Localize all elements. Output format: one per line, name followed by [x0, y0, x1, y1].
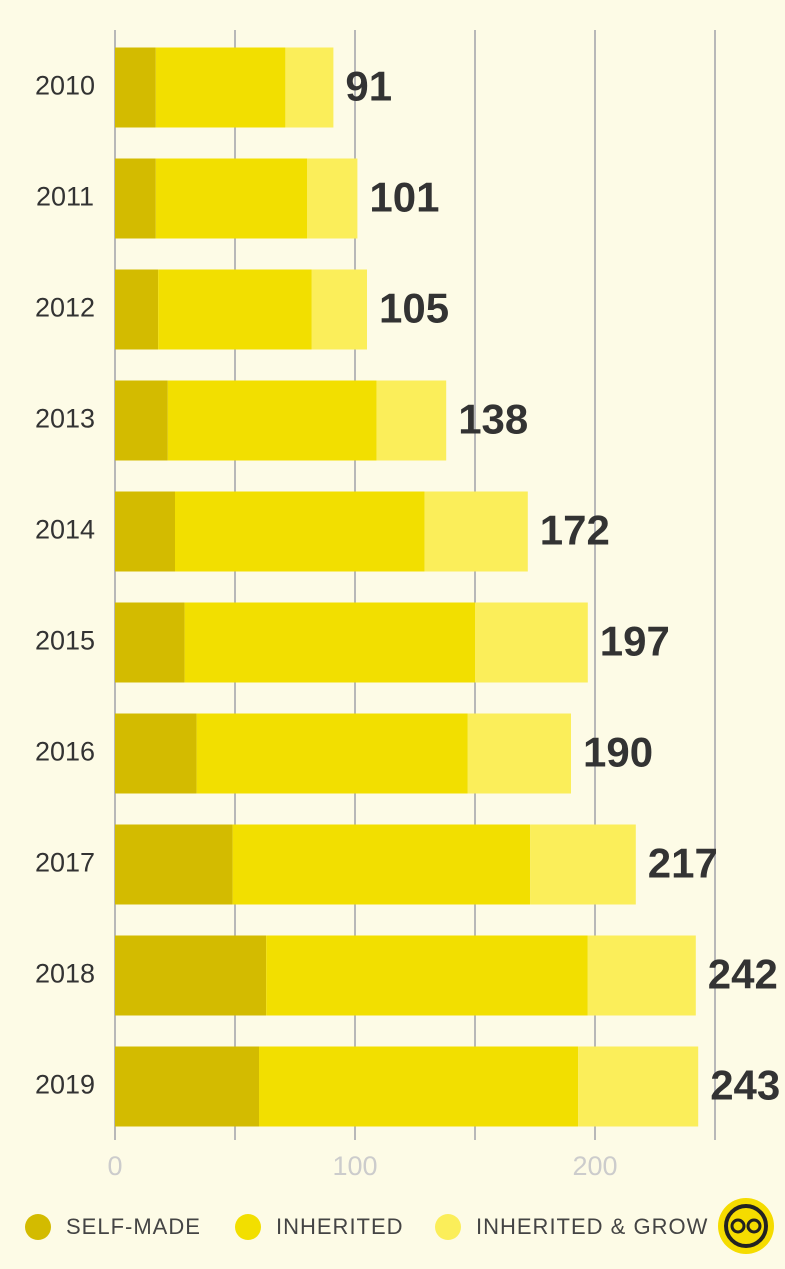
bar-segment: [307, 158, 358, 239]
logo: [718, 1198, 774, 1254]
total-label: 242: [708, 951, 778, 998]
bar-segment: [578, 1046, 699, 1127]
bar-segment: [158, 269, 312, 350]
x-tick-label: 200: [572, 1151, 617, 1181]
y-tick-label: 2019: [35, 1070, 95, 1100]
bar-segment: [184, 602, 475, 683]
bar-segment: [155, 158, 307, 239]
y-tick-label: 2013: [35, 404, 95, 434]
total-label: 197: [600, 618, 670, 665]
bar-segment: [167, 380, 377, 461]
y-tick-label: 2014: [35, 515, 95, 545]
bar-segment: [587, 935, 696, 1016]
bar-segment: [155, 47, 286, 128]
y-tick-label: 2016: [35, 737, 95, 767]
total-label: 105: [379, 285, 449, 332]
bar-segment: [115, 1046, 259, 1127]
total-label: 243: [710, 1062, 780, 1109]
bar-segment: [424, 491, 528, 572]
legend-swatch: [25, 1214, 51, 1240]
bar-segment: [115, 713, 197, 794]
bar-segment: [467, 713, 571, 794]
y-tick-label: 2015: [35, 626, 95, 656]
bar-segment: [115, 602, 185, 683]
y-tick-label: 2017: [35, 848, 95, 878]
y-tick-label: 2012: [35, 293, 95, 323]
bar-segment: [475, 602, 588, 683]
bar-segment: [115, 491, 175, 572]
bar-segment: [311, 269, 367, 350]
legend-swatch: [435, 1214, 461, 1240]
bar-segment: [115, 380, 168, 461]
y-tick-label: 2010: [35, 71, 95, 101]
bar-segment: [530, 824, 636, 905]
bar-segment: [196, 713, 468, 794]
total-label: 190: [583, 729, 653, 776]
legend-label: INHERITED & GROW: [476, 1214, 708, 1239]
legend-swatch: [235, 1214, 261, 1240]
bar-segment: [232, 824, 531, 905]
bar-segment: [266, 935, 588, 1016]
bar-segment: [376, 380, 447, 461]
bar-segment: [259, 1046, 579, 1127]
y-tick-label: 2011: [36, 182, 94, 212]
total-label: 101: [369, 174, 439, 221]
bar-segment: [115, 47, 156, 128]
bar-segment: [285, 47, 334, 128]
x-tick-label: 0: [107, 1151, 122, 1181]
legend-label: SELF-MADE: [66, 1214, 201, 1239]
legend-label: INHERITED: [276, 1214, 404, 1239]
bar-segment: [115, 935, 267, 1016]
bar-segment: [115, 824, 233, 905]
bar-segment: [115, 269, 159, 350]
total-label: 138: [458, 396, 528, 443]
x-tick-label: 100: [332, 1151, 377, 1181]
total-label: 91: [345, 63, 392, 110]
total-label: 217: [648, 840, 718, 887]
total-label: 172: [540, 507, 610, 554]
bar-segment: [115, 158, 156, 239]
bar-segment: [175, 491, 425, 572]
y-tick-label: 2018: [35, 959, 95, 989]
